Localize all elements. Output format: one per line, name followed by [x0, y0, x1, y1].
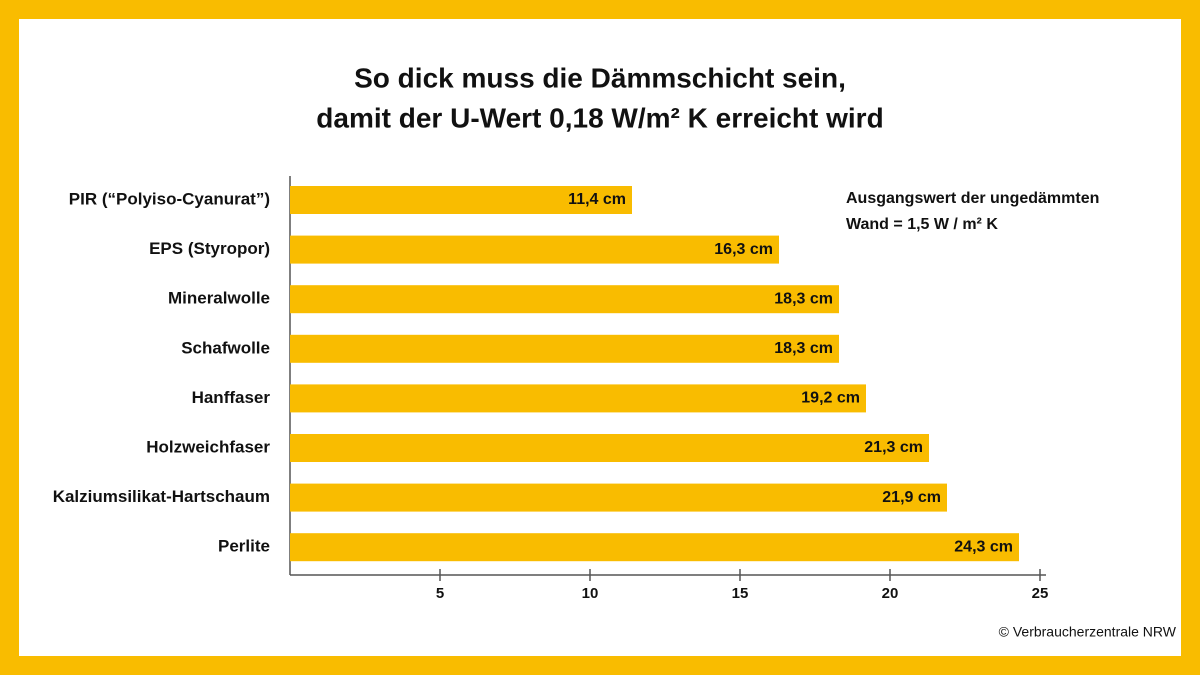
bar	[290, 384, 866, 413]
bar	[290, 434, 929, 462]
value-label: 18,3 cm	[774, 290, 833, 307]
annotation: Ausgangswert der ungedämmten	[846, 190, 1099, 207]
y-tick-label: Schafwolle	[181, 338, 270, 357]
y-tick-label: Perlite	[218, 537, 270, 556]
chart-title: damit der U-Wert 0,18 W/m² K erreicht wi…	[316, 102, 883, 133]
bar	[290, 186, 632, 214]
y-tick-label: Kalziumsilikat-Hartschaum	[53, 487, 270, 506]
y-tick-label: EPS (Styropor)	[149, 239, 270, 258]
x-tick-label: 5	[436, 585, 444, 602]
value-label: 16,3 cm	[714, 241, 773, 258]
bar	[290, 285, 839, 314]
value-label: 19,2 cm	[801, 390, 860, 407]
value-label: 18,3 cm	[774, 340, 833, 357]
y-tick-label: PIR (“Polyiso-Cyanurat”)	[69, 189, 270, 208]
x-tick-label: 20	[882, 585, 899, 602]
y-tick-label: Holzweichfaser	[146, 437, 270, 456]
chart-title: So dick muss die Dämmschicht sein,	[354, 62, 846, 93]
y-tick-label: Mineralwolle	[168, 289, 270, 308]
x-tick-label: 15	[732, 585, 749, 602]
y-tick-label: Hanffaser	[192, 388, 271, 407]
bar	[290, 483, 947, 512]
source: © Verbraucherzentrale NRW	[999, 624, 1177, 640]
value-label: 21,3 cm	[864, 439, 923, 456]
bar	[290, 235, 779, 264]
bar	[290, 533, 1019, 562]
value-label: 11,4 cm	[568, 191, 626, 208]
value-label: 21,9 cm	[882, 489, 941, 506]
value-label: 24,3 cm	[954, 538, 1013, 555]
bar	[290, 334, 839, 363]
x-tick-label: 25	[1032, 585, 1049, 602]
annotation: Wand = 1,5 W / m² K	[846, 216, 998, 233]
x-tick-label: 10	[582, 585, 599, 602]
